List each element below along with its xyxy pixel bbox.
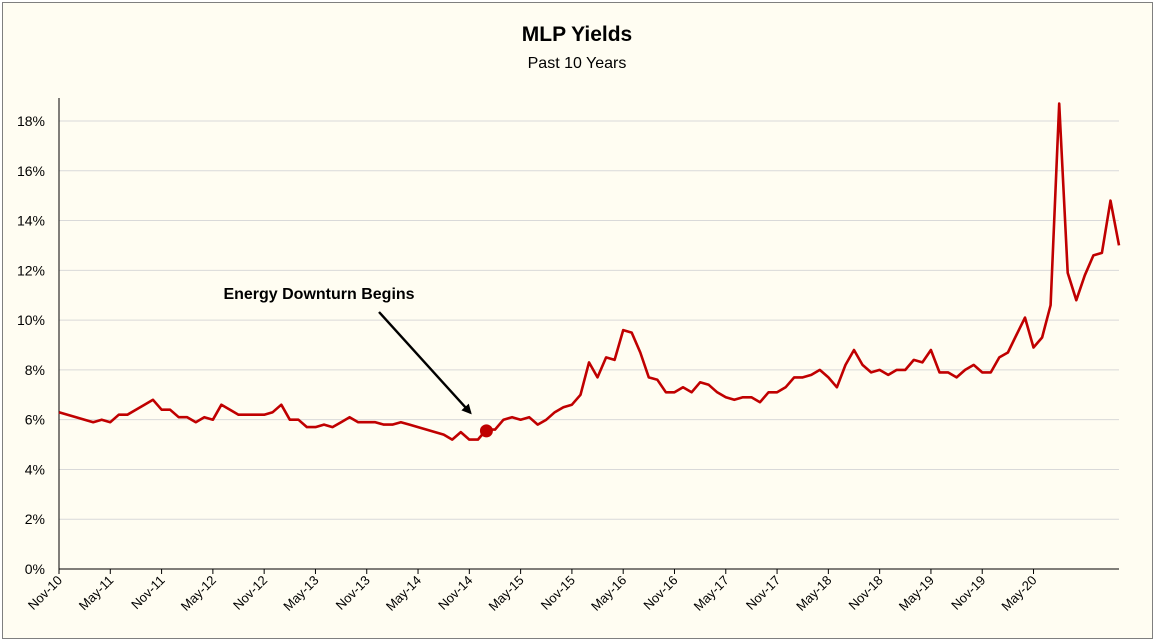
y-tick-label: 12%: [17, 262, 45, 278]
x-tick-label: May-17: [691, 573, 732, 614]
x-tick-label: Nov-17: [743, 573, 783, 613]
y-tick-label: 14%: [17, 213, 45, 229]
x-tick-label: May-13: [280, 573, 321, 614]
y-tick-label: 0%: [25, 561, 45, 577]
x-tick-label: Nov-12: [230, 573, 270, 613]
x-tick-label: Nov-10: [25, 573, 65, 613]
series-layer: [58, 102, 1121, 441]
annotation-marker: [479, 424, 493, 438]
x-tick-label: Nov-11: [128, 573, 168, 613]
x-tick-label: Nov-18: [846, 573, 886, 613]
y-axis-ticks: 0% 2% 4% 6% 8% 10% 12% 14% 16% 18%: [17, 113, 45, 577]
annotation-arrow: [378, 311, 472, 415]
x-tick-label: May-20: [998, 573, 1039, 614]
y-tick-label: 2%: [25, 511, 45, 527]
x-tick-label: May-18: [793, 573, 834, 614]
x-tick-label: Nov-16: [640, 573, 680, 613]
x-tick-label: May-11: [76, 573, 117, 614]
y-tick-label: 16%: [17, 163, 45, 179]
x-tick-label: Nov-15: [538, 573, 578, 613]
x-tick-label: May-12: [178, 573, 219, 614]
x-tick-label: May-15: [485, 573, 526, 614]
x-tick-label: May-19: [896, 573, 937, 614]
y-tick-label: 6%: [25, 412, 45, 428]
y-tick-label: 4%: [25, 461, 45, 477]
series-line: [58, 102, 1121, 441]
x-tick-label: Nov-13: [333, 573, 373, 613]
chart-title: MLP Yields: [522, 23, 633, 46]
annotation-label: Energy Downturn Begins: [223, 286, 414, 303]
annotation-layer: Energy Downturn Begins: [223, 286, 493, 438]
x-tick-label: Nov-19: [948, 573, 988, 613]
x-tick-label: Nov-14: [435, 573, 475, 613]
y-tick-label: 18%: [17, 113, 45, 129]
y-tick-label: 8%: [25, 362, 45, 378]
chart-subtitle: Past 10 Years: [528, 55, 627, 72]
chart-svg: MLP Yields Past 10 Years 0% 2% 4% 6% 8% 10% 12…: [17, 23, 1121, 614]
axes: [58, 98, 1119, 570]
x-axis-ticks: Nov-10 May-11 Nov-11 May-12 Nov-12 May-13 Nov-…: [25, 569, 1040, 614]
x-tick-label: May-16: [588, 573, 629, 614]
x-tick-label: May-14: [383, 573, 424, 614]
gridlines: [59, 120, 1119, 520]
y-tick-label: 10%: [17, 312, 45, 328]
